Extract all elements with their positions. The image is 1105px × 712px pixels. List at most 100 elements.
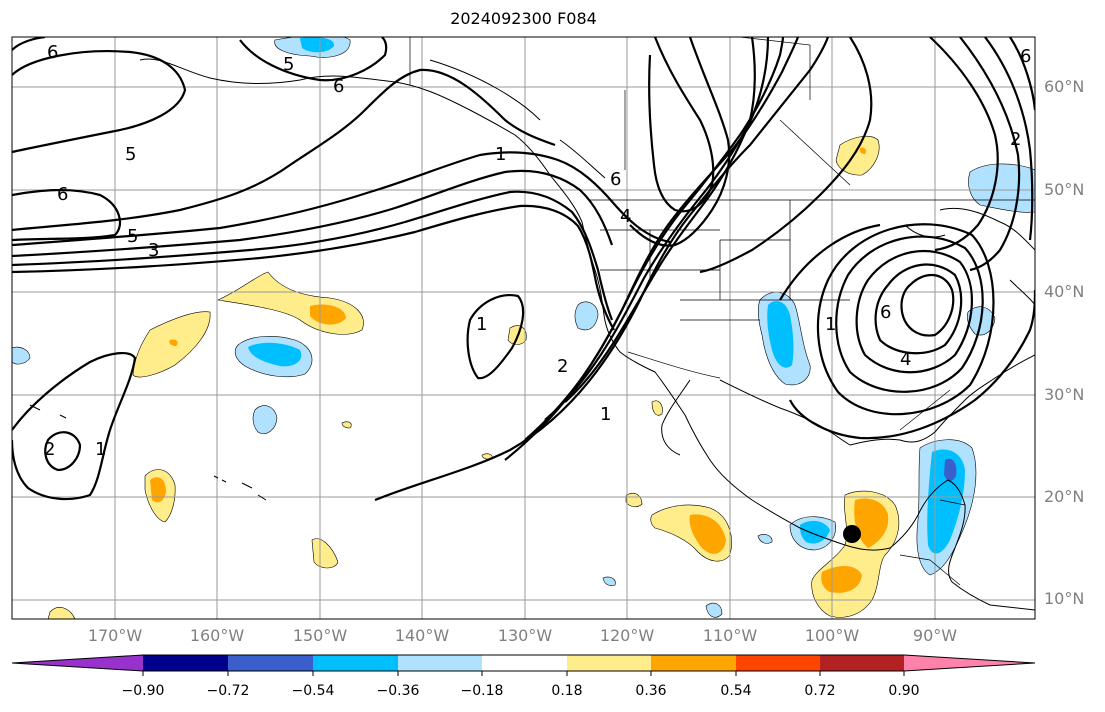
colorbar-tick-label: 0.18	[551, 683, 583, 699]
contour-label: 1	[476, 314, 487, 335]
anomaly-region	[651, 400, 663, 416]
colorbar-segment	[313, 655, 398, 671]
contour-line	[779, 223, 881, 301]
colorbar-min-extend	[12, 655, 143, 671]
lon-label: 100°W	[804, 626, 860, 645]
colorbar-tick-label: 0.36	[635, 683, 667, 699]
contour-label: 2	[44, 439, 55, 460]
lon-label: 150°W	[292, 626, 348, 645]
contour-line	[648, 37, 715, 213]
lon-label: 130°W	[497, 626, 553, 645]
colorbar-tick-label: 0.90	[888, 683, 920, 699]
lon-label: 140°W	[394, 626, 450, 645]
contour-label: 6	[1020, 46, 1031, 67]
contour-line	[564, 37, 756, 403]
anomaly-region	[859, 147, 867, 154]
anomaly-region	[310, 304, 346, 325]
contour-label: 4	[620, 206, 631, 227]
contour-label: 6	[880, 302, 891, 323]
colorbar-segment	[143, 655, 228, 671]
lat-label: 20°N	[1044, 487, 1085, 506]
colorbar	[11, 654, 1036, 676]
contour-labels: 6 5 6 5 6 5 3 6 4 1 2 1 1 2 1 6 4 1 2 6	[44, 42, 1031, 460]
anomaly-region	[767, 301, 794, 368]
colorbar-segment	[567, 655, 651, 671]
colorbar-segment	[736, 655, 820, 671]
contour-line	[900, 274, 955, 337]
contour-label: 6	[47, 42, 58, 63]
contour-line	[1009, 37, 1035, 111]
contour-label: 5	[125, 144, 136, 165]
contour-label: 1	[600, 404, 611, 425]
contour-line	[874, 263, 963, 355]
contour-line	[544, 37, 770, 421]
anomaly-region	[705, 602, 723, 618]
anomaly-region	[150, 477, 166, 503]
lat-label: 50°N	[1044, 180, 1085, 199]
contour-line	[816, 223, 995, 416]
contour-line	[12, 151, 671, 247]
map-title: 2024092300 F084	[450, 9, 597, 28]
contour-line	[835, 235, 984, 393]
colorbar-segment	[820, 655, 904, 671]
contour-label: 2	[1010, 129, 1021, 150]
contour-line	[789, 289, 1035, 440]
contour-label: 1	[825, 314, 836, 335]
lon-label: 120°W	[599, 626, 655, 645]
anomaly-region	[689, 514, 726, 554]
colorbar-segment	[651, 655, 736, 671]
anomaly-region	[821, 566, 862, 593]
contour-label: 4	[900, 349, 911, 370]
contour-line	[524, 37, 785, 441]
colorbar-tick-label: 0.54	[720, 683, 752, 699]
colorbar-segment	[398, 655, 482, 671]
contour-label: 6	[333, 76, 344, 97]
colorbar-tick-label: −0.18	[460, 683, 504, 699]
contour-label: 5	[283, 54, 294, 75]
colorbar-tick-label: 0.72	[804, 683, 836, 699]
lon-label: 110°W	[702, 626, 758, 645]
contour-line	[12, 169, 614, 258]
anomaly-region	[12, 346, 31, 365]
contour-line	[12, 190, 614, 321]
contour-line	[984, 37, 1034, 241]
colorbar-tick-label: −0.54	[291, 683, 335, 699]
anomaly-region	[47, 607, 76, 619]
contour-line	[855, 249, 974, 374]
lat-label: 60°N	[1044, 77, 1085, 96]
lat-label: 30°N	[1044, 385, 1085, 404]
colorbar-max-extend	[904, 655, 1035, 671]
anomaly-region	[944, 458, 957, 482]
anomaly-region	[757, 534, 773, 544]
contour-line	[12, 189, 122, 242]
anomaly-region	[341, 421, 352, 429]
anomaly-region	[574, 301, 599, 331]
contour-label: 5	[127, 226, 138, 247]
lat-label: 40°N	[1044, 282, 1085, 301]
anomaly-region	[169, 339, 178, 346]
colorbar-tick-label: −0.36	[376, 683, 420, 699]
colorbar-segment	[482, 655, 567, 671]
contour-label: 1	[95, 439, 106, 460]
lon-label: 170°W	[87, 626, 143, 645]
contour-line	[12, 68, 556, 232]
contour-line	[239, 37, 388, 82]
anomaly-region	[248, 342, 302, 367]
contour-label: 6	[57, 184, 68, 205]
map-frame	[11, 36, 1036, 620]
contour-line	[629, 37, 731, 247]
contour-line	[12, 50, 187, 154]
lon-label: 90°W	[912, 626, 958, 645]
contour-line	[12, 352, 137, 501]
contour-line	[959, 37, 1021, 272]
contour-line	[699, 37, 873, 274]
colorbar-segment	[228, 655, 313, 671]
contour-label: 6	[610, 169, 621, 190]
contour-line	[929, 37, 999, 252]
contour-line	[44, 431, 82, 472]
anomaly-region	[300, 37, 335, 53]
contour-label: 1	[495, 144, 506, 165]
contour-line	[466, 294, 525, 380]
lat-label: 10°N	[1044, 589, 1085, 608]
